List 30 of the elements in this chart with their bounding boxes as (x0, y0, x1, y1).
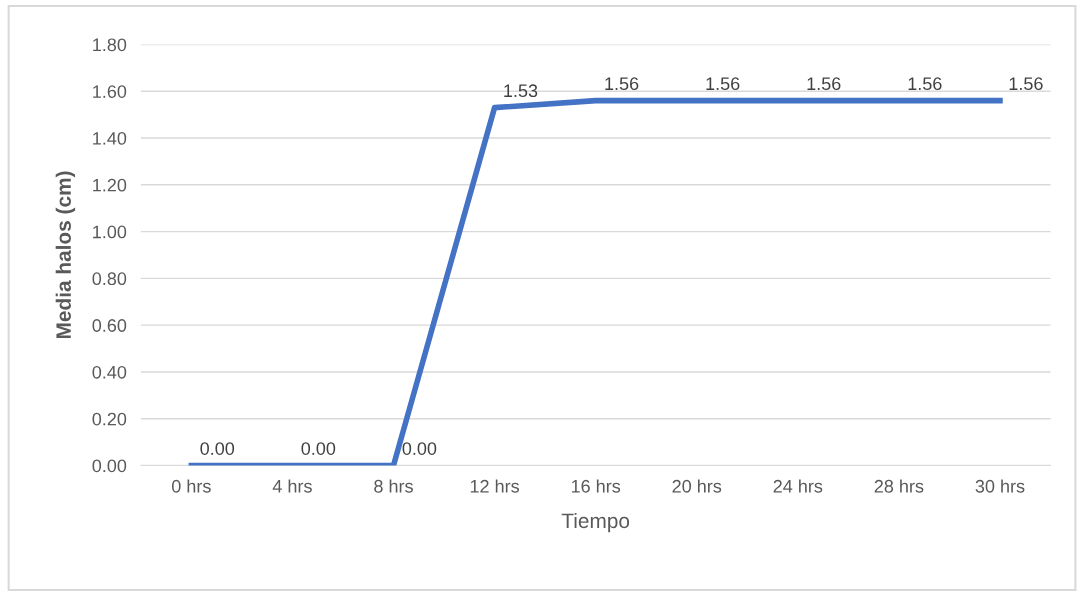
y-tick-label: 1.20 (93, 178, 127, 192)
y-tick-label: 0.00 (92, 459, 127, 473)
data-label: 1.53 (504, 84, 538, 98)
data-label: 1.56 (908, 77, 942, 91)
data-label: 0.00 (301, 442, 336, 455)
y-tick-label: 1.60 (93, 85, 127, 98)
x-tick-label: 24 hrs (773, 479, 823, 493)
y-tick-label: 1.80 (93, 38, 127, 52)
data-label: 1.56 (706, 77, 740, 91)
x-tick-label: 16 hrs (571, 479, 621, 493)
data-label: 1.56 (605, 77, 639, 91)
data-label: 0.00 (402, 442, 437, 455)
x-axis-title: Tiempo (561, 512, 630, 533)
data-label: 1.56 (1009, 77, 1043, 91)
y-axis-title: Media halos (cm) (55, 171, 76, 339)
x-tick-label: 0 hrs (171, 479, 211, 493)
y-tick-label: 0.80 (92, 272, 127, 286)
x-tick-label: 20 hrs (672, 479, 722, 493)
x-tick-label: 8 hrs (374, 479, 413, 493)
x-tick-label: 12 hrs (470, 479, 520, 493)
x-tick-label: 4 hrs (272, 479, 312, 493)
y-tick-label: 1.00 (93, 225, 127, 239)
data-label: 0.00 (200, 442, 235, 455)
y-tick-label: 0.40 (92, 365, 127, 379)
y-tick-label: 1.40 (93, 131, 127, 145)
x-tick-label: 30 hrs (975, 479, 1025, 493)
data-label: 1.56 (807, 77, 841, 91)
y-tick-label: 0.20 (92, 412, 127, 426)
y-tick-label: 0.60 (92, 319, 127, 332)
x-tick-label: 28 hrs (874, 479, 924, 493)
